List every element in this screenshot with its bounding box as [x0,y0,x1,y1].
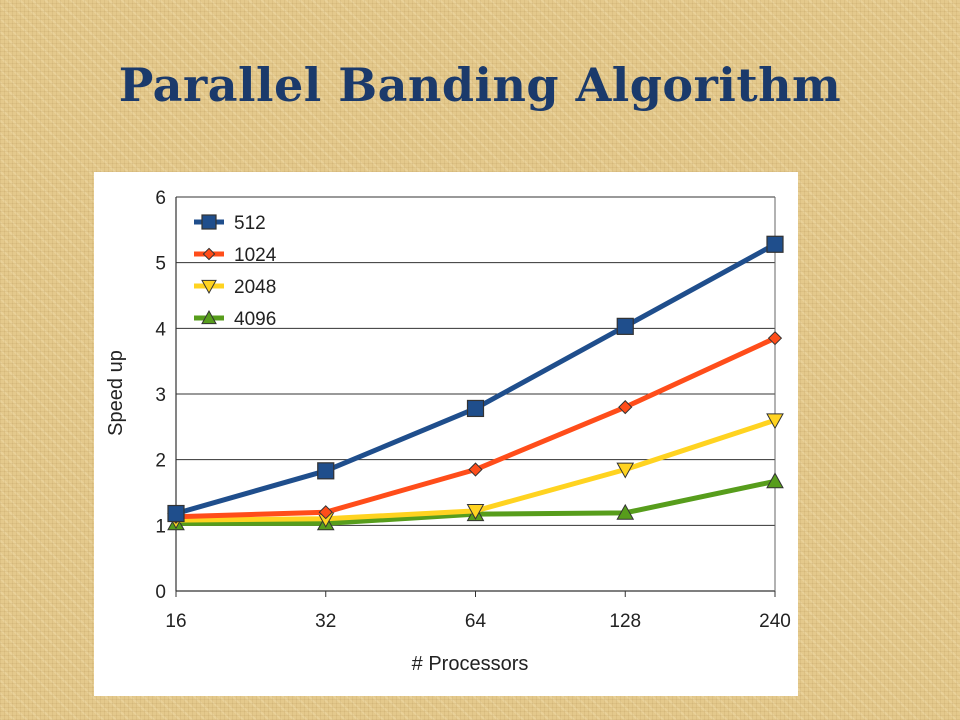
x-tick-label: 32 [315,611,336,632]
series-512 [167,235,784,523]
slide-title: Parallel Banding Algorithm [118,58,842,112]
legend: 512 1024 2048 4096 [194,213,277,330]
axes: 0 1 2 3 4 5 6 16 32 64 128 240 [155,188,790,632]
y-tick-label: 0 [155,582,166,603]
legend-item-2048: 2048 [194,277,276,298]
data-point-2048 [466,503,485,520]
legend-label: 512 [234,213,266,234]
series-1024 [168,331,783,524]
gridlines [176,196,775,526]
x-tick-label: 128 [609,611,641,632]
data-point-1024 [318,505,333,520]
legend-marker [201,309,217,325]
x-tick-label: 16 [165,611,186,632]
data-point-4096 [766,472,784,489]
data-point-512 [466,399,485,418]
y-axis-title: Speed up [105,350,127,436]
legend-marker [201,279,217,295]
x-tick-label: 240 [759,611,791,632]
legend-label: 4096 [234,309,276,330]
data-point-2048 [766,413,784,430]
data-point-512 [317,462,335,480]
y-tick-label: 5 [155,254,166,275]
legend-marker [202,247,216,261]
y-tick-label: 6 [155,188,166,209]
series-layer [167,235,784,531]
y-tick-label: 1 [155,516,166,537]
data-point-2048 [616,462,635,479]
legend-label: 2048 [234,277,276,298]
data-point-512 [766,235,784,253]
speedup-line-chart: 0 1 2 3 4 5 6 16 32 64 128 240 512 1024 2048 4096 # Pr… [105,188,791,675]
y-tick-label: 3 [155,385,166,406]
data-point-1024 [618,400,633,415]
y-tick-label: 2 [155,451,166,472]
data-point-512 [616,317,634,335]
data-point-1024 [468,462,483,477]
legend-marker [201,214,217,230]
legend-item-4096: 4096 [194,309,276,330]
y-tick-label: 4 [155,319,166,340]
data-point-512 [167,504,185,523]
legend-item-1024: 1024 [194,245,277,266]
chart-panel: 0 1 2 3 4 5 6 16 32 64 128 240 512 1024 2048 4096 # Pr… [94,172,798,696]
legend-label: 1024 [234,245,277,266]
x-tick-label: 64 [465,611,487,632]
data-point-4096 [616,503,635,520]
data-point-1024 [767,331,783,346]
x-axis-title: # Processors [412,653,529,675]
legend-item-512: 512 [194,213,266,234]
